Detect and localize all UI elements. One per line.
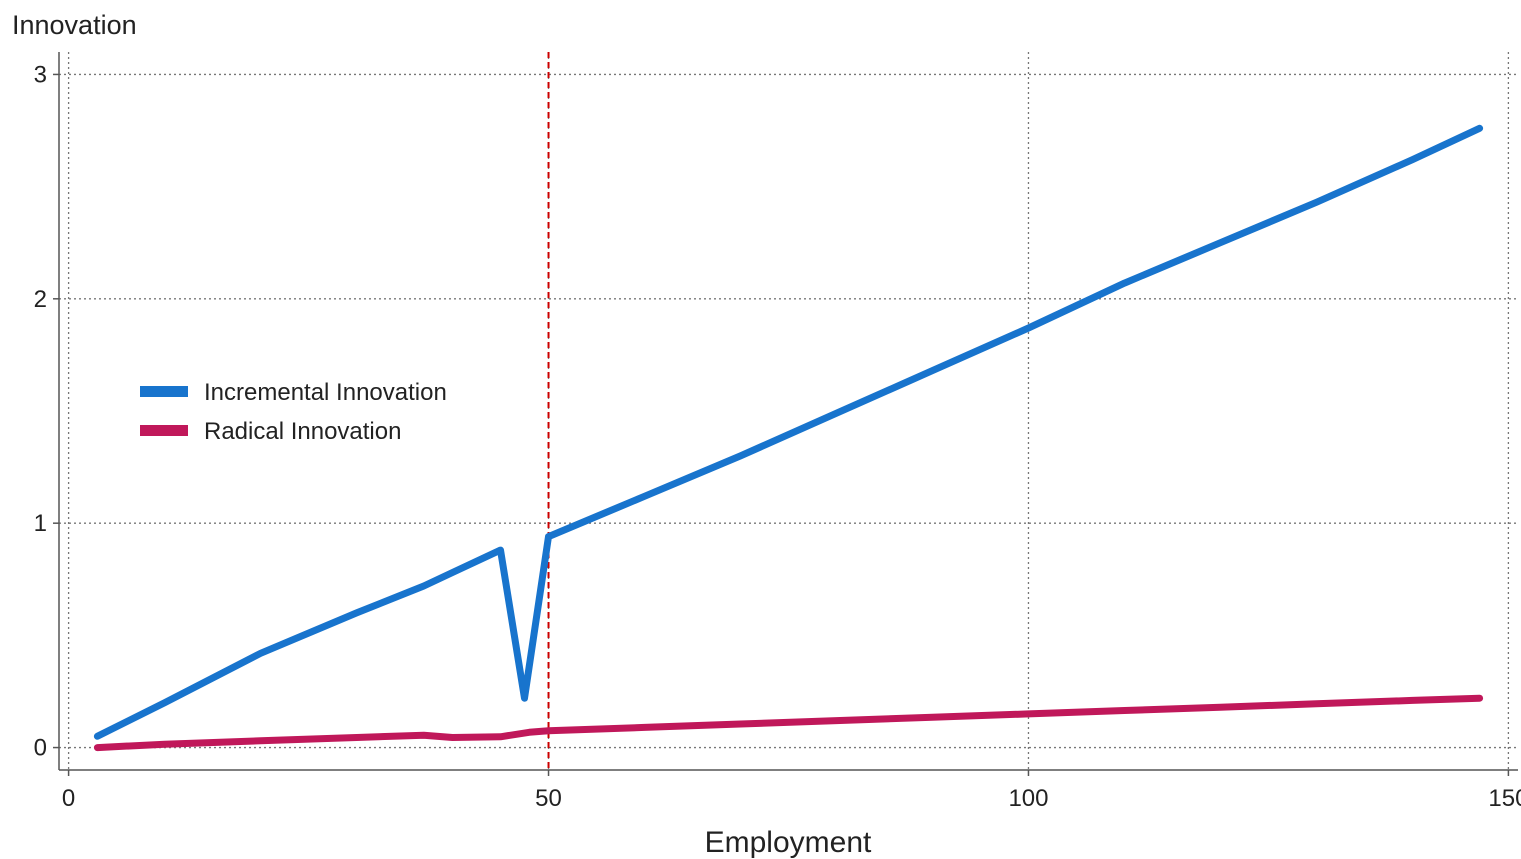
series (93, 124, 1484, 752)
legend: Incremental Innovation Radical Innovation (140, 379, 447, 445)
series-line-incremental-innovation (93, 124, 1484, 740)
y-axis-title: Innovation (12, 10, 137, 40)
ticks: 0 50 100 150 0 1 2 3 (34, 61, 1521, 812)
x-axis-title: Employment (705, 826, 872, 859)
legend-label: Radical Innovation (204, 418, 401, 445)
x-tick-label: 100 (1008, 785, 1048, 812)
legend-swatch (140, 386, 188, 397)
x-tick-label: 50 (535, 785, 562, 812)
legend-swatch (140, 425, 188, 436)
x-tick-label: 150 (1488, 785, 1521, 812)
y-tick-label: 2 (34, 286, 47, 313)
x-tick-label: 0 (62, 785, 75, 812)
y-tick-label: 1 (34, 510, 47, 537)
axes (58, 52, 1518, 771)
series-line-radical-innovation (93, 694, 1484, 752)
legend-label: Incremental Innovation (204, 379, 447, 406)
grid (59, 52, 1518, 770)
y-tick-label: 0 (34, 735, 47, 762)
y-tick-label: 3 (34, 61, 47, 88)
